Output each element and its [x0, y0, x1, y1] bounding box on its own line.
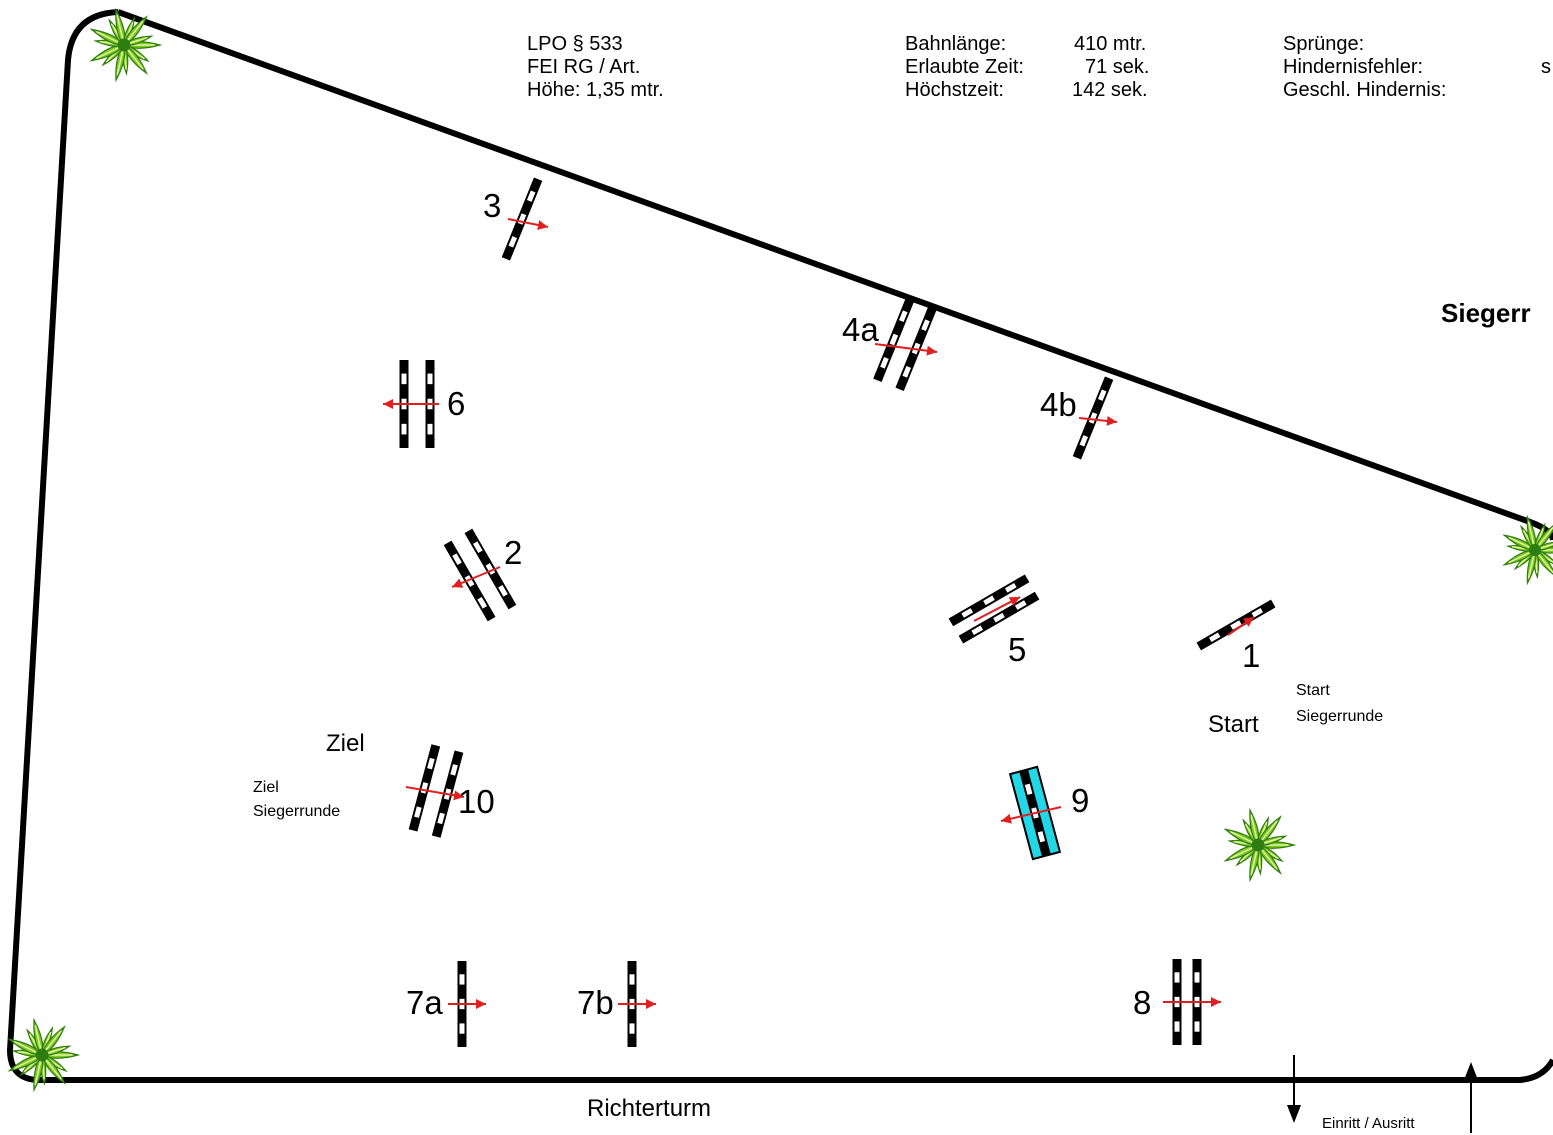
obstacles-layer [383, 177, 1276, 1047]
obstacle-6-number: 6 [447, 385, 466, 422]
obstacle-4a-number: 4a [842, 311, 879, 348]
ziel-siegerrunde-line-2: Siegerrunde [253, 803, 341, 820]
direction-arrow-9 [1000, 806, 1062, 824]
direction-arrow-7a [448, 999, 486, 1009]
plant-icon [1502, 514, 1553, 586]
arena-boundary [7, 9, 1553, 1083]
obstacle-4b [1072, 376, 1118, 460]
allowed-time-label: Erlaubte Zeit: [905, 56, 1024, 78]
arrow-down-icon [1287, 1055, 1301, 1123]
obstacle-7a [448, 961, 486, 1047]
allowed-time-value: 71 sek. [1085, 56, 1150, 78]
obstacle-1 [1196, 599, 1276, 651]
obstacle-8-number: 8 [1133, 984, 1152, 1021]
obstacle-6 [383, 360, 439, 448]
rules-line-3: Höhe: 1,35 mtr. [527, 79, 664, 101]
faults-value-cut: s [1541, 56, 1551, 78]
obstacle-5-number: 5 [1008, 631, 1027, 668]
direction-arrow-6 [383, 399, 439, 409]
direction-arrow-10 [405, 786, 465, 801]
plant-icon [1223, 807, 1297, 883]
max-time-label: Höchstzeit: [905, 79, 1004, 101]
judges-tower-label: Richterturm [587, 1095, 712, 1122]
start-label: Start [1208, 711, 1259, 738]
ziel-label: Ziel [326, 730, 365, 757]
course-length-label: Bahnlänge: [905, 33, 1007, 55]
direction-arrow-1 [1227, 616, 1255, 636]
obstacle-7b-number: 7b [577, 984, 614, 1021]
direction-arrow-4b [1078, 415, 1118, 426]
obstacle-2 [443, 528, 517, 622]
direction-arrow-2 [451, 566, 501, 588]
faults-label: Hindernisfehler: [1283, 56, 1424, 78]
obstacle-1-number: 1 [1242, 637, 1261, 674]
obstacle-5 [948, 574, 1040, 644]
direction-arrow-7b [618, 999, 656, 1009]
obstacle-7a-number: 7a [406, 984, 443, 1021]
direction-arrow-5 [973, 596, 1021, 622]
obstacle-9 [1000, 765, 1062, 861]
obstacle-9-number: 9 [1071, 782, 1090, 819]
arrow-up-icon [1464, 1062, 1478, 1133]
obstacle-3 [501, 177, 549, 261]
obstacle-10-number: 10 [458, 783, 495, 820]
plant-icon [7, 1017, 81, 1093]
rules-line-1: LPO § 533 [527, 33, 623, 55]
jumps-label: Sprünge: [1283, 33, 1365, 55]
direction-arrow-8 [1163, 997, 1221, 1007]
direction-arrow-3 [507, 218, 549, 230]
course-length-value: 410 mtr. [1074, 33, 1147, 55]
entrance-exit-label: Einritt / Ausritt [1322, 1115, 1415, 1132]
obstacle-7b [618, 961, 656, 1047]
obstacle-4b-number: 4b [1040, 386, 1077, 423]
direction-arrow-4a [874, 343, 938, 356]
obstacle-2-number: 2 [504, 534, 523, 571]
side-title: Siegerr [1441, 298, 1531, 328]
ziel-siegerrunde-line-1: Ziel [253, 779, 279, 796]
plants-layer [7, 7, 1553, 1093]
start-siegerrunde-line-2: Siegerrunde [1296, 708, 1384, 725]
obstacle-3-number: 3 [483, 187, 502, 224]
obstacle-4a [873, 297, 938, 391]
max-time-value: 142 sek. [1072, 79, 1148, 101]
start-siegerrunde-line-1: Start [1296, 682, 1330, 699]
plant-icon [89, 7, 163, 83]
rules-line-2: FEI RG / Art. [527, 56, 641, 78]
obstacle-10 [405, 744, 465, 838]
obstacle-8 [1163, 959, 1221, 1045]
closed-obstacle-label: Geschl. Hindernis: [1283, 79, 1447, 101]
